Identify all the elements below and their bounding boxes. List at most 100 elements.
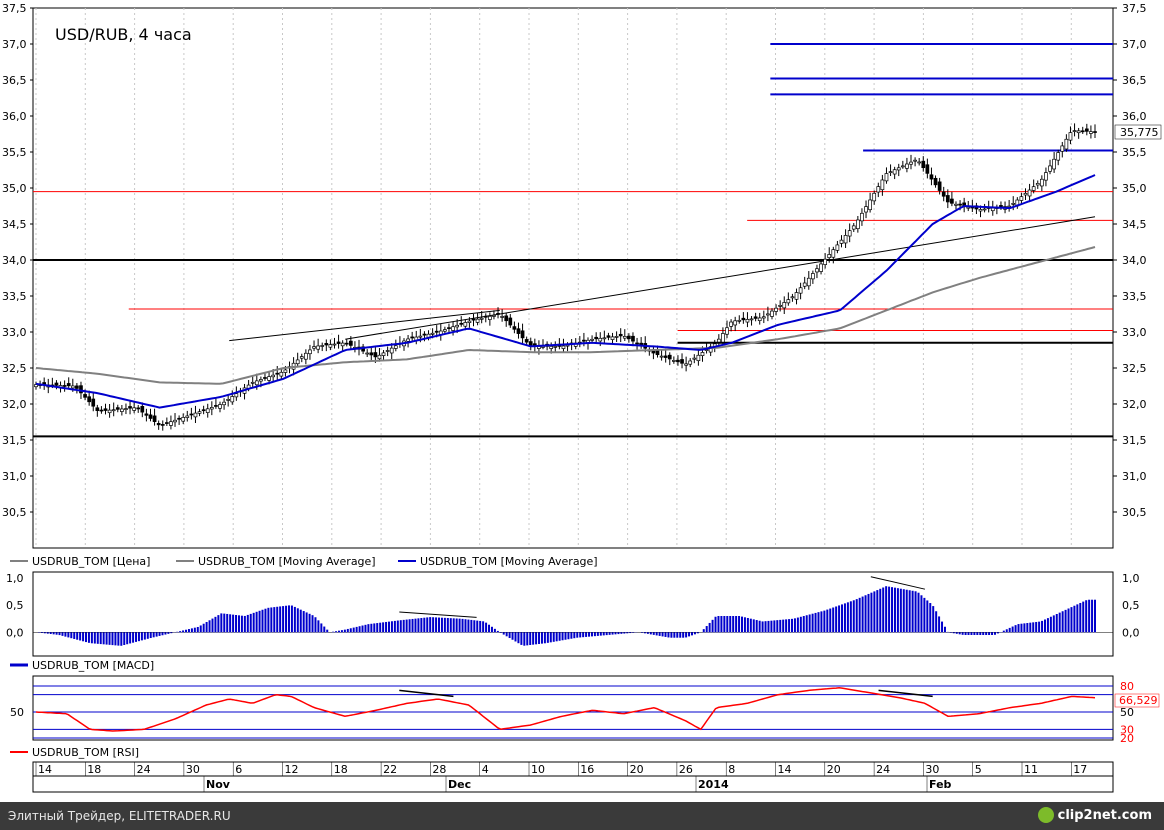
price-candle-body [1039, 178, 1044, 187]
price-candle-body [823, 258, 827, 265]
macd-y-tick-right: 0,5 [1122, 599, 1140, 612]
rsi-y-tick-right: 50 [1120, 706, 1134, 719]
price-candle-body [385, 350, 390, 352]
price-candle-body [860, 212, 864, 222]
price-candle-body [348, 340, 353, 346]
price-candle-body [794, 292, 799, 300]
price-candle-body [259, 379, 263, 382]
price-candle-body [1007, 205, 1011, 208]
rsi-divergence-line [878, 689, 933, 698]
price-candle-body [1023, 193, 1028, 196]
macd-y-tick-left: 1,0 [6, 572, 24, 585]
price-candle-body [594, 336, 599, 340]
price-candle-body [144, 413, 149, 416]
price-candle-body [124, 408, 128, 410]
month-tick-label: Feb [929, 778, 952, 791]
price-candle-body [324, 343, 329, 346]
price-candle-body [684, 363, 688, 366]
price-candle-body [598, 337, 603, 342]
price-candle-body [766, 313, 770, 316]
price-candle-body [136, 407, 141, 410]
price-y-tick-right: 34,0 [1122, 254, 1147, 267]
price-candle-body [447, 327, 451, 329]
macd-y-tick-right: 0,0 [1122, 626, 1140, 639]
last-price-label: 35,775 [1120, 126, 1159, 139]
price-candle-body [1035, 183, 1040, 186]
footer-credit: Элитный Трейдер, ELITETRADER.RU [8, 809, 231, 823]
price-y-tick-left: 31,0 [2, 470, 27, 483]
price-candle-body [54, 382, 59, 386]
date-axis-days: 14 18 24 30 6 12 18 22 28 4 10 16 20 26 8 14 20 24 30 5 11 17 [35, 762, 1087, 776]
price-y-tick-right: 31,0 [1122, 470, 1147, 483]
date-tick-label: 8 [728, 763, 735, 776]
price-candle-body [896, 167, 901, 171]
month-tick-label: Nov [206, 778, 231, 791]
price-candle-body [913, 159, 917, 162]
legend-rsi-label: USDRUB_TOM [RSI] [32, 746, 139, 759]
price-candle-body [839, 239, 844, 244]
price-candle-body [1044, 172, 1048, 181]
price-candle-body [770, 310, 774, 317]
price-candle-body [1068, 132, 1073, 141]
date-tick-label: 24 [876, 763, 890, 776]
price-candle-body [782, 302, 787, 309]
price-candle-body [283, 369, 288, 373]
price-candle-body [954, 203, 958, 206]
price-candle-body [103, 408, 108, 411]
price-candle-body [181, 417, 186, 422]
ma-long-line [35, 246, 1096, 385]
date-tick-label: 30 [186, 763, 200, 776]
rsi-guide-levels [33, 685, 1113, 739]
date-tick-label: 17 [1073, 763, 1087, 776]
price-candle-body [95, 407, 100, 411]
price-candle-body [905, 163, 909, 169]
price-candle-body [312, 346, 316, 349]
price-candle-body [230, 396, 235, 403]
price-candle-body [430, 332, 435, 335]
price-candle-body [925, 164, 930, 174]
price-y-tick-right: 36,0 [1122, 110, 1147, 123]
price-candle-body [267, 376, 271, 381]
price-candle-body [786, 299, 791, 304]
price-candle-body [107, 409, 112, 414]
price-candle-body [459, 322, 464, 325]
macd-divergence-line [399, 611, 477, 618]
price-y-tick-left: 36,5 [2, 74, 27, 87]
price-candle-body [700, 352, 705, 357]
rsi-y-tick-left: 50 [10, 706, 24, 719]
price-candle-body [1080, 130, 1085, 133]
price-candle-body [99, 409, 104, 412]
price-candle-body [512, 326, 517, 330]
price-candle-body [271, 374, 276, 378]
price-candle-body [83, 394, 87, 398]
price-candle-body [811, 273, 815, 280]
price-candle-body [320, 345, 325, 347]
price-candle-body [467, 320, 472, 323]
date-tick-label: 11 [1024, 763, 1038, 776]
price-candle-body [504, 315, 509, 322]
price-candle-body [471, 318, 476, 321]
price-candle-body [663, 355, 668, 358]
price-y-tick-right: 35,0 [1122, 182, 1147, 195]
price-candle-body [1089, 131, 1093, 134]
date-tick-label: 24 [137, 763, 151, 776]
price-candle-body [422, 333, 427, 336]
price-candle-body [945, 195, 950, 203]
price-candle-body [982, 208, 987, 211]
price-candle-body [475, 318, 480, 323]
price-candle-body [941, 191, 946, 197]
price-candle-body [177, 417, 181, 420]
price-candle-body [1076, 130, 1081, 134]
footer-bar: Элитный Трейдер, ELITETRADER.RU clip2net… [0, 802, 1164, 830]
price-candle-body [892, 169, 897, 175]
footer-logo[interactable]: clip2net.com [1037, 807, 1152, 823]
month-tick-label: Dec [448, 778, 471, 791]
price-candle-body [753, 316, 758, 319]
price-y-tick-left: 32,5 [2, 362, 27, 375]
price-candle-body [1064, 138, 1069, 150]
price-panel-frame [32, 7, 1114, 549]
price-candle-body [369, 352, 374, 356]
price-candle-body [120, 408, 124, 412]
price-candle-body [344, 342, 349, 345]
